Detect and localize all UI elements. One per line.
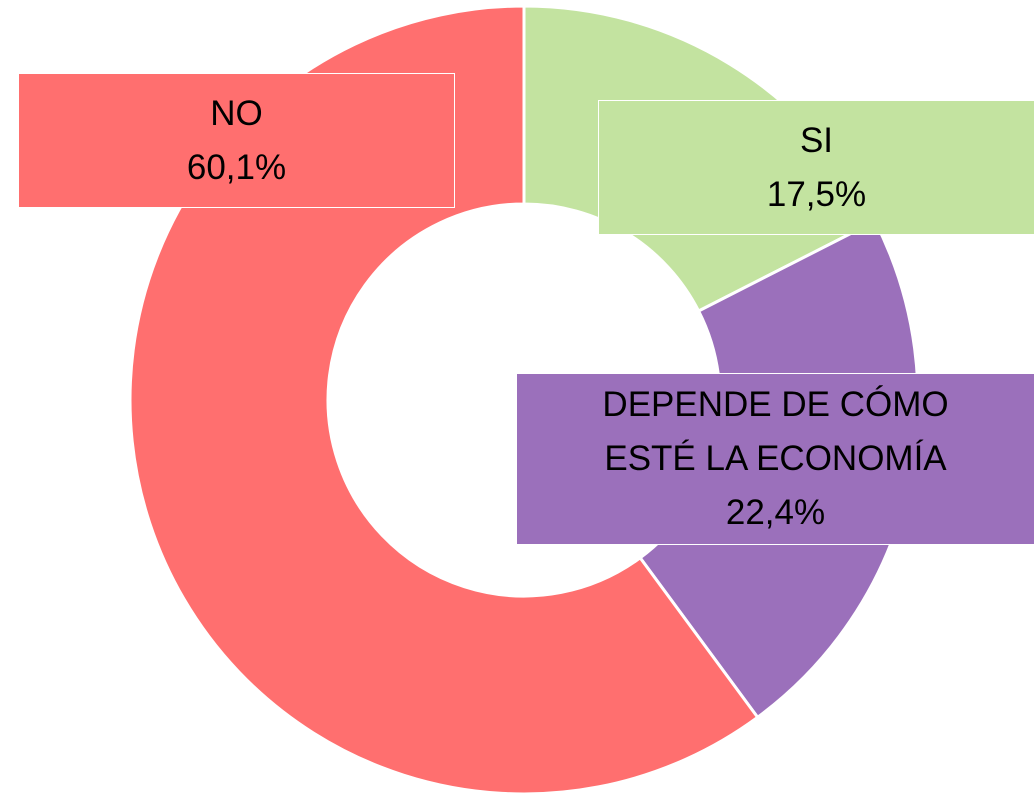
value-label: 60,1% — [186, 147, 287, 187]
data-label: NO 60,1% — [18, 73, 455, 208]
category-label: SI — [799, 120, 834, 160]
data-label: SI 17,5% — [598, 100, 1035, 235]
value-label: 22,4% — [725, 493, 826, 532]
category-label: DEPENDE DE CÓMO ESTÉ LA ECONOMÍA — [602, 385, 949, 478]
category-label: NO — [210, 93, 263, 133]
value-label: 17,5% — [766, 174, 867, 214]
data-label: DEPENDE DE CÓMO ESTÉ LA ECONOMÍA 22,4% — [516, 373, 1035, 545]
